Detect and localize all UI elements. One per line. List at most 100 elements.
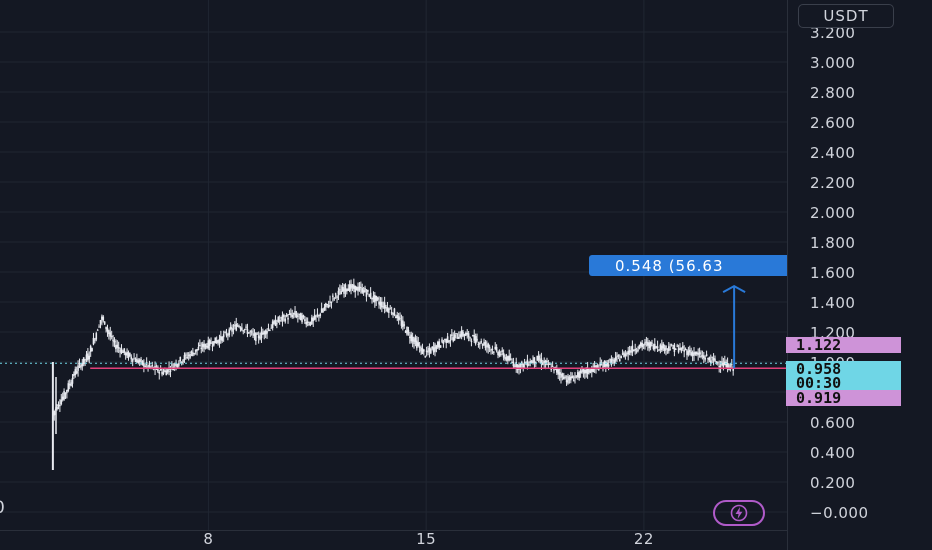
x-tick-label: 22 [634,530,654,548]
candle-body [126,351,128,356]
candle-body [589,370,592,373]
candle-body [274,320,277,326]
candle-body [255,332,257,342]
candle-body [649,341,652,348]
candle-body [119,350,121,352]
candle-body [417,342,420,346]
candle-body [113,340,116,343]
candle-body [684,349,687,351]
candle-body [298,313,301,315]
candle-body [319,313,322,317]
candle-body [157,366,159,372]
candle-body [53,410,56,416]
candle-body [353,284,355,289]
candle-body [698,352,701,355]
candle-body [644,342,646,346]
candle-body [726,363,729,370]
candle-body [173,364,176,366]
y-tick-label: 1.800 [810,234,855,252]
candle-body [165,370,168,376]
candle-body [368,294,371,297]
candle-body [585,369,588,373]
candle-body [571,375,574,379]
candle-body [234,325,236,327]
y-tick-label: 3.200 [810,24,855,42]
candle-body [621,353,624,355]
candle-body [270,327,273,329]
candle-body [80,365,82,368]
candle-body [617,355,620,357]
candle-body [291,314,294,318]
candle-body [642,344,645,346]
candle-body [61,396,64,400]
candle-body [452,337,455,342]
candle-body [646,342,649,346]
candle-body [658,349,660,351]
candle-body [465,333,467,336]
candle-body [532,360,534,363]
candle-body [367,289,369,292]
candle-body [529,361,532,364]
candle-body [316,313,319,316]
candle-body [542,362,544,365]
candle-body [186,356,189,358]
candle-body [651,342,653,344]
candle-body [705,354,708,357]
candle-body [444,339,446,341]
current-price-badge: 0.958 00:30 [786,361,901,391]
candle-body [213,341,215,346]
candle-body [136,358,138,363]
candle-body [431,346,434,349]
candle-body [498,351,501,356]
candle-body [708,357,711,361]
candle-body [389,308,392,310]
candle-body [593,365,596,368]
candle-body [333,298,336,300]
candle-body [211,345,214,347]
candle-body [75,371,78,374]
candle-body [413,339,415,345]
candle-body [305,321,308,325]
candle-body [360,287,362,289]
candle-body [667,346,670,352]
candle-body [162,372,165,374]
currency-selector[interactable]: USDT [798,4,894,28]
candle-body [595,365,597,369]
candle-body [175,363,177,367]
candle-body [124,352,127,356]
candle-body [582,369,585,373]
candle-body [469,337,471,339]
candle-body [60,399,63,405]
candle-body [224,332,226,334]
candle-body [406,326,408,335]
candle-body [435,346,438,349]
high-price-badge: 1.122 [786,336,901,354]
candle-body [439,345,442,348]
candle-body [638,344,641,349]
candle-body [63,391,65,400]
candle-body [543,361,546,363]
candle-body [472,335,474,337]
candle-body [467,333,470,338]
candle-body [371,297,373,300]
candle-body [663,347,666,351]
candle-body [728,364,730,370]
candle-body [687,351,690,355]
candle-body [56,407,58,410]
candle-body [711,356,713,358]
candle-body [301,315,303,323]
candle-body [641,343,643,348]
candle-body [290,313,292,316]
candle-body [575,375,578,377]
candle-body [197,346,200,350]
candle-body [483,342,485,345]
lightning-bolt-button[interactable] [713,500,765,526]
candle-body [528,364,530,366]
candle-body [669,349,671,351]
candle-body [691,352,694,356]
candle-body [523,361,526,364]
candle-body [203,343,205,349]
candle-body [459,334,462,337]
candle-body [210,342,212,344]
